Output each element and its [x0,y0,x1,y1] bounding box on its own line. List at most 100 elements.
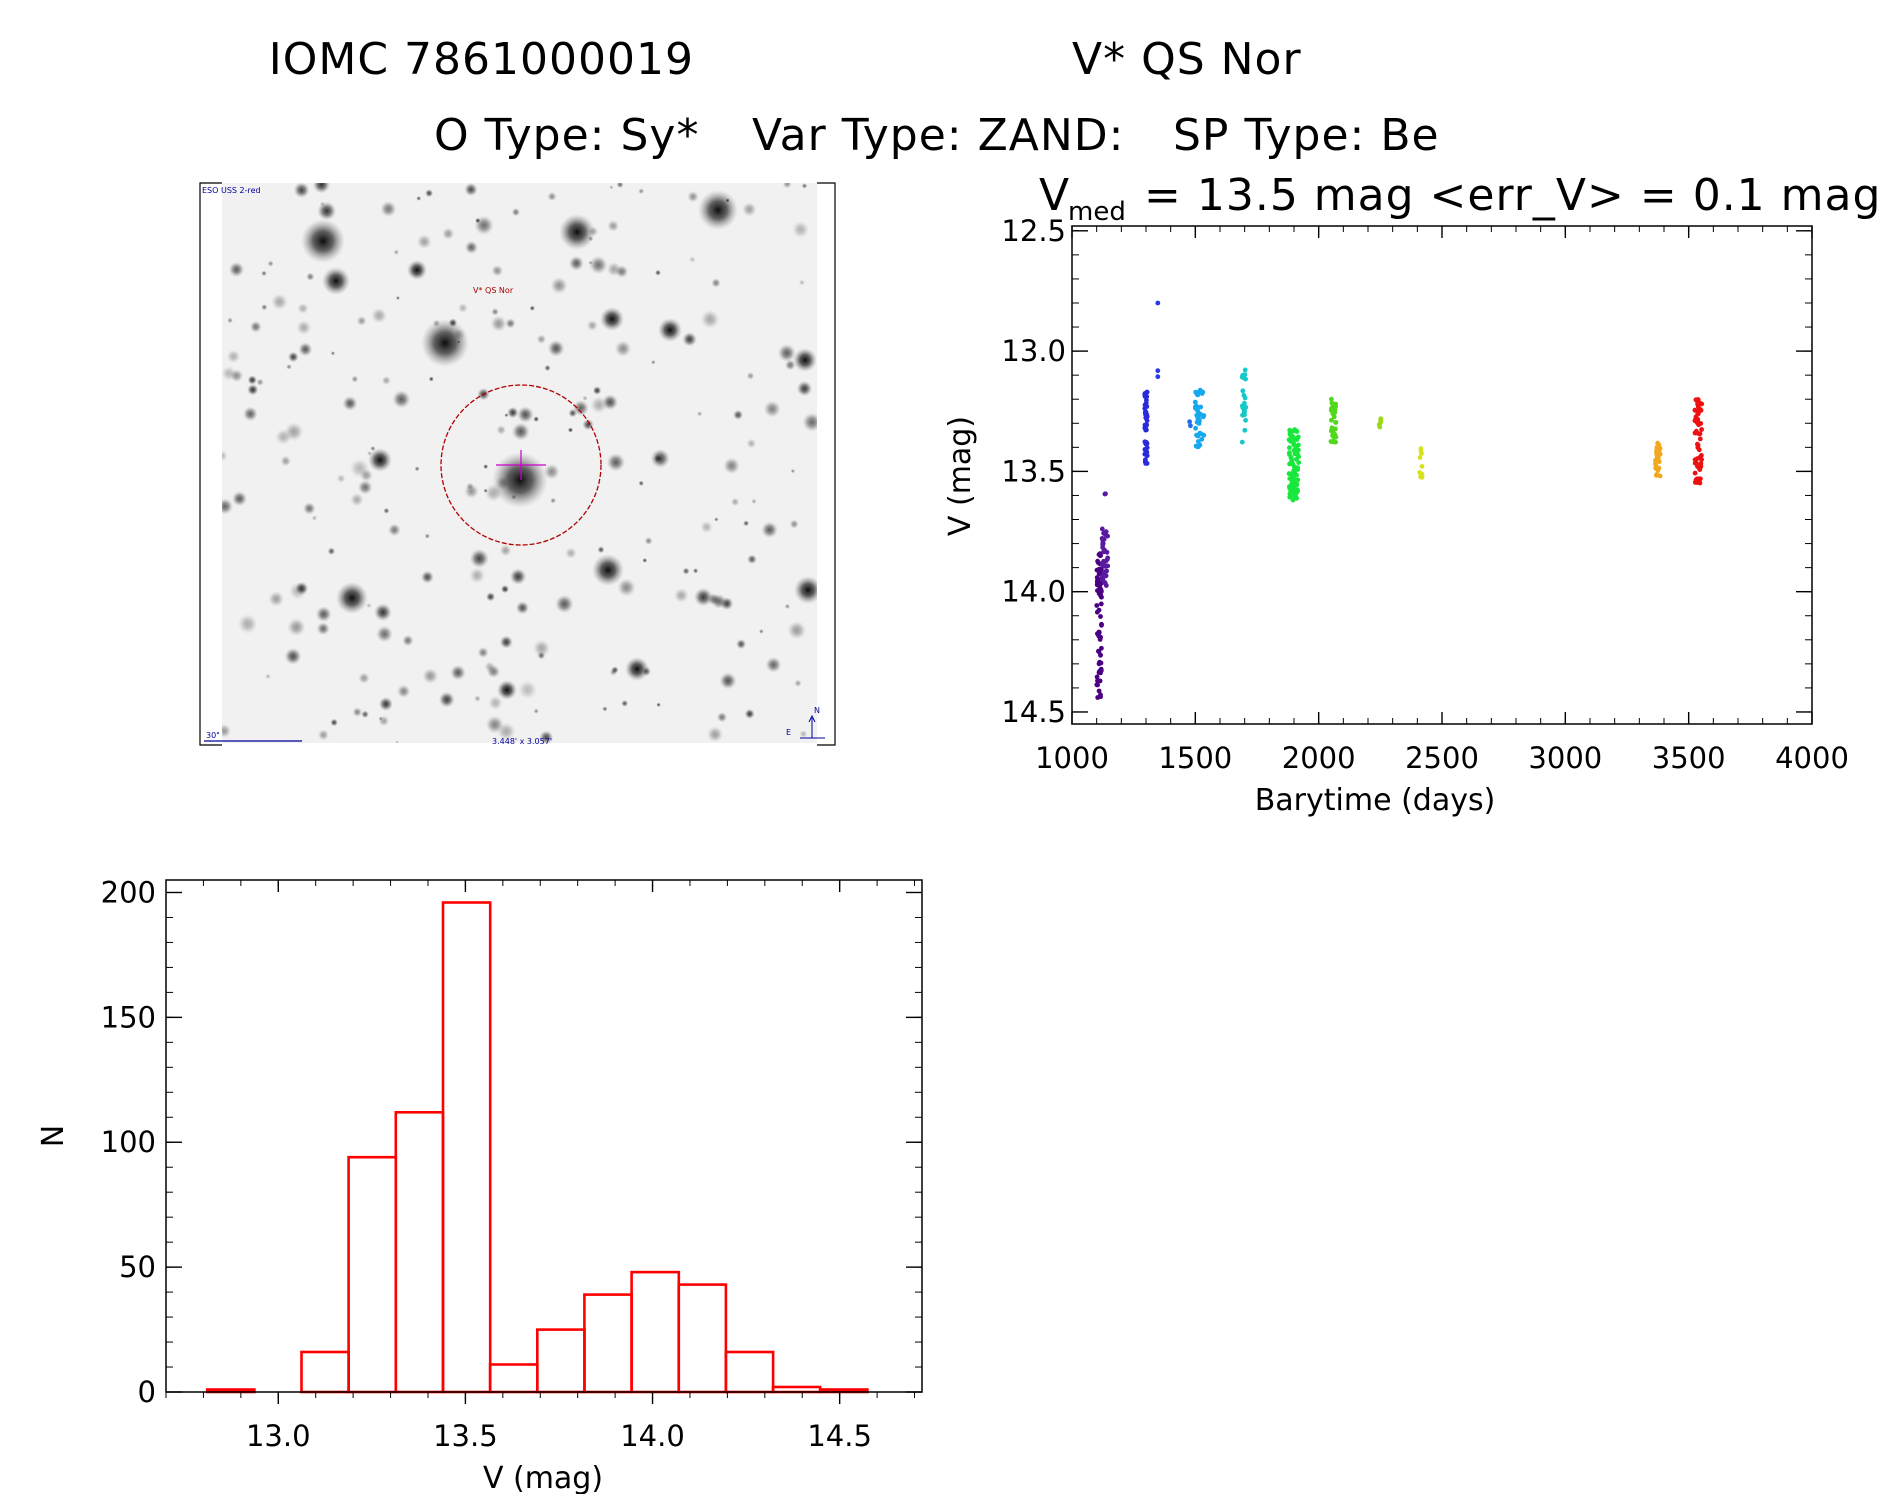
star [422,668,439,684]
star [533,708,539,714]
light-curve-point [1692,457,1698,463]
light-curve-point [1291,469,1296,474]
light-curve-point [1657,446,1663,451]
star [746,438,757,449]
light-curve-ylabel: V (mag) [943,416,978,536]
light-curve-point [1098,588,1104,594]
star [222,365,237,382]
star [730,497,740,507]
light-curve-xlabel: Barytime (days) [1255,783,1496,818]
star [590,396,608,414]
star [275,428,292,445]
x-tick-label: 2000 [1282,741,1356,775]
light-curve-point [1192,399,1198,405]
catalog-id-title: IOMC 7861000019 [269,34,694,85]
star [789,519,799,529]
y-tick-label: 100 [101,1125,156,1159]
light-curve-point [1296,447,1301,453]
light-curve-point [1098,614,1103,619]
star [469,567,486,584]
light-curve-point [1332,407,1338,413]
star [464,240,478,254]
light-curve-point [1657,473,1663,479]
star [268,591,285,607]
light-curve-point [1094,603,1100,608]
star [606,453,626,472]
star [492,452,548,508]
star [226,349,241,364]
star [743,520,750,527]
star [500,584,510,594]
histogram-bar [394,1111,445,1394]
star [407,260,427,280]
light-curve-point [1198,404,1204,410]
light-curve-point [1655,458,1661,464]
finder-chart: ESO USS 2-red V* QS Nor 30" 3.448' x 3.0… [199,182,836,746]
light-curve-point [1143,400,1149,406]
star [356,315,367,326]
light-curve-point [1188,423,1193,429]
star [517,406,534,423]
star [682,567,690,575]
light-curve-point [1155,368,1161,374]
star [510,494,517,500]
light-curve-point [1155,374,1161,380]
star [243,406,258,422]
star [303,502,316,515]
star [402,634,414,647]
star [316,622,330,636]
light-curve-point [1692,407,1698,413]
star [799,729,808,739]
star [495,475,510,491]
star [322,267,350,295]
star [609,668,617,677]
star [424,533,430,539]
light-curve-point [1100,577,1105,582]
light-curve-point [1240,388,1246,394]
light-curve-title-prefix: V [1039,170,1070,221]
light-curve-point [1096,661,1102,667]
star [483,464,489,470]
star [297,302,309,314]
star [802,412,817,432]
star [464,183,478,197]
star [555,594,574,614]
star [222,450,228,462]
light-curve-point [1099,594,1104,600]
light-curve-point [1098,601,1104,607]
light-curve-point [1329,400,1335,406]
light-curve-point [1417,455,1423,460]
light-curve-point [1102,491,1108,497]
star [499,635,513,649]
star [588,260,593,265]
light-curve-point [1291,440,1296,446]
survey-label: ESO USS 2-red [202,186,261,195]
otype-title: O Type: Sy* [434,110,699,161]
star [311,515,318,521]
light-curve-point [1698,407,1704,413]
light-curve-point [1695,441,1700,447]
star [507,406,519,419]
star [352,707,363,717]
star [694,587,713,607]
light-curve-point [1197,430,1203,436]
x-tick-label: 3000 [1528,741,1602,775]
star [746,371,755,380]
light-curve-point [1194,391,1200,397]
star [378,696,393,712]
star [371,307,387,324]
star [592,554,624,586]
star [673,587,689,603]
star [515,601,530,615]
star [638,188,645,195]
light-curve-point [1144,389,1150,395]
light-curve-title-subscript: med [1068,197,1126,227]
light-curve-point [1101,570,1107,576]
star [315,606,332,623]
star [529,305,536,312]
star [330,351,336,356]
light-curve-point [1418,448,1424,454]
star [306,272,315,281]
light-curve-point [1155,300,1161,306]
